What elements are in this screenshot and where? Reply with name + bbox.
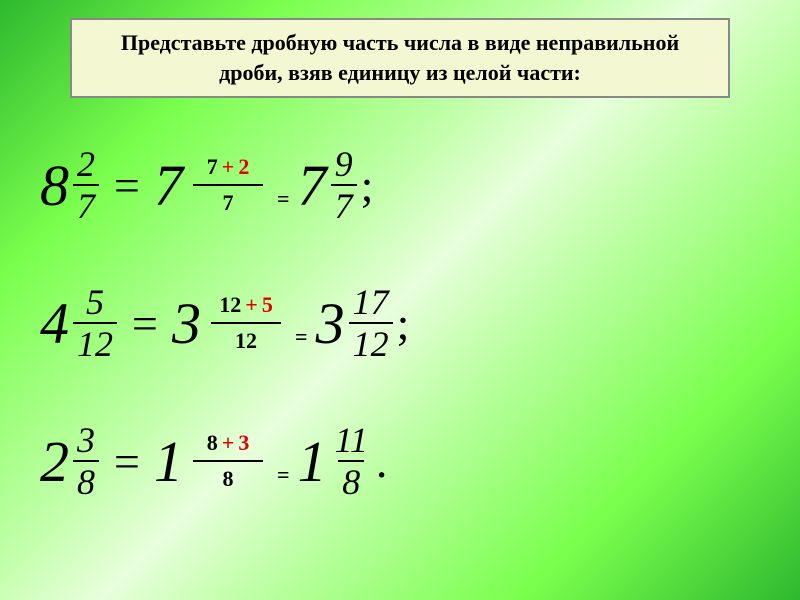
- fraction: 9 7: [331, 146, 357, 224]
- numerator: 17: [349, 284, 393, 322]
- instruction-text: Представьте дробную часть числа в виде н…: [121, 28, 679, 87]
- whole-part: 4: [40, 290, 69, 357]
- explanation-denominator: 7: [223, 186, 234, 214]
- whole-part: 1: [154, 428, 183, 495]
- numerator: 9: [331, 146, 357, 184]
- mixed-number-right: 7 9 7: [298, 146, 357, 224]
- equals-sign: =: [111, 435, 142, 488]
- equation-row: 2 3 8 = 1 8 + 3 8 = 1 11 8: [40, 406, 760, 516]
- mixed-number-middle: 3 12 + 5 12: [172, 290, 287, 357]
- equals-sign-small: =: [277, 462, 290, 488]
- whole-part: 1: [298, 428, 327, 495]
- equation-row: 4 5 12 = 3 12 + 5 12 = 3 17: [40, 268, 760, 378]
- mixed-number-left: 2 3 8: [40, 422, 99, 500]
- numerator: 5: [82, 284, 108, 322]
- fraction: 5 12: [73, 284, 117, 362]
- numerator: 3: [73, 422, 99, 460]
- math-area: 8 2 7 = 7 7 + 2 7 = 7 9 7: [40, 130, 760, 544]
- numerator: 2: [73, 146, 99, 184]
- fraction: 3 8: [73, 422, 99, 500]
- denominator: 12: [73, 322, 117, 362]
- explanation-fraction: 7 + 2 7: [193, 156, 263, 215]
- explanation-fraction: 12 + 5 12: [211, 294, 281, 353]
- whole-part: 7: [298, 152, 327, 219]
- explanation-numerator: 12 + 5: [219, 294, 273, 322]
- equals-sign-small: =: [295, 324, 308, 350]
- trailing-punct: ;: [361, 159, 374, 212]
- explanation-denominator: 12: [235, 324, 257, 352]
- plus-sign: +: [245, 294, 258, 316]
- mixed-number-right: 1 11 8: [298, 422, 372, 500]
- trailing-punct: .: [376, 435, 388, 488]
- instruction-box: Представьте дробную часть числа в виде н…: [70, 18, 730, 98]
- denominator: 8: [338, 460, 364, 500]
- fraction: 2 7: [73, 146, 99, 224]
- whole-part: 3: [316, 290, 345, 357]
- whole-part: 7: [154, 152, 183, 219]
- mixed-number-middle: 7 7 + 2 7: [154, 152, 269, 219]
- term-b: 3: [238, 432, 249, 454]
- fraction: 11 8: [331, 422, 372, 500]
- term-b: 2: [238, 156, 249, 178]
- explanation-fraction: 8 + 3 8: [193, 432, 263, 491]
- mixed-number-left: 8 2 7: [40, 146, 99, 224]
- term-a: 8: [207, 432, 218, 454]
- explanation-numerator: 8 + 3: [207, 432, 250, 460]
- instruction-line1: Представьте дробную часть числа в виде н…: [121, 30, 679, 55]
- equation-row: 8 2 7 = 7 7 + 2 7 = 7 9 7: [40, 130, 760, 240]
- whole-part: 3: [172, 290, 201, 357]
- mixed-number-middle: 1 8 + 3 8: [154, 428, 269, 495]
- term-b: 5: [262, 294, 273, 316]
- plus-sign: +: [222, 156, 235, 178]
- equals-sign-small: =: [277, 186, 290, 212]
- fraction: 17 12: [349, 284, 393, 362]
- whole-part: 8: [40, 152, 69, 219]
- denominator: 7: [331, 184, 357, 224]
- instruction-line2: дроби, взяв единицу из целой части:: [219, 60, 581, 85]
- explanation-denominator: 8: [223, 462, 234, 490]
- explanation-numerator: 7 + 2: [207, 156, 250, 184]
- trailing-punct: ;: [397, 297, 410, 350]
- mixed-number-right: 3 17 12: [316, 284, 393, 362]
- term-a: 7: [207, 156, 218, 178]
- whole-part: 2: [40, 428, 69, 495]
- denominator: 8: [73, 460, 99, 500]
- equals-sign: =: [129, 297, 160, 350]
- mixed-number-left: 4 5 12: [40, 284, 117, 362]
- equals-sign: =: [111, 159, 142, 212]
- denominator: 7: [73, 184, 99, 224]
- numerator: 11: [331, 422, 372, 460]
- plus-sign: +: [222, 432, 235, 454]
- term-a: 12: [219, 294, 241, 316]
- denominator: 12: [349, 322, 393, 362]
